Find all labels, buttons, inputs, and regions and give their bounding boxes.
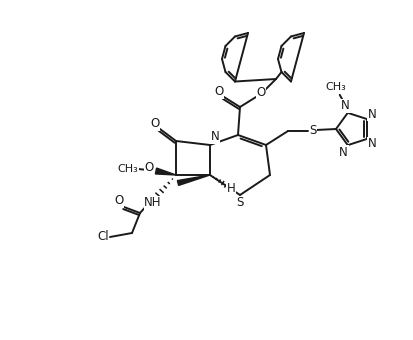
Text: N: N [339,146,347,159]
Text: H: H [226,183,235,196]
Text: O: O [144,162,153,174]
Text: N: N [210,131,219,143]
Text: N: N [366,137,375,151]
Text: CH₃: CH₃ [117,164,138,174]
Text: S: S [309,124,316,137]
Text: NH: NH [144,197,161,209]
Text: CH₃: CH₃ [325,82,345,92]
Polygon shape [177,175,209,185]
Text: N: N [366,107,375,120]
Polygon shape [155,168,176,175]
Text: O: O [214,85,223,99]
Text: S: S [236,197,243,209]
Text: O: O [256,86,265,100]
Text: O: O [150,118,159,131]
Text: O: O [114,194,123,207]
Text: N: N [341,99,349,112]
Text: Cl: Cl [97,231,109,243]
